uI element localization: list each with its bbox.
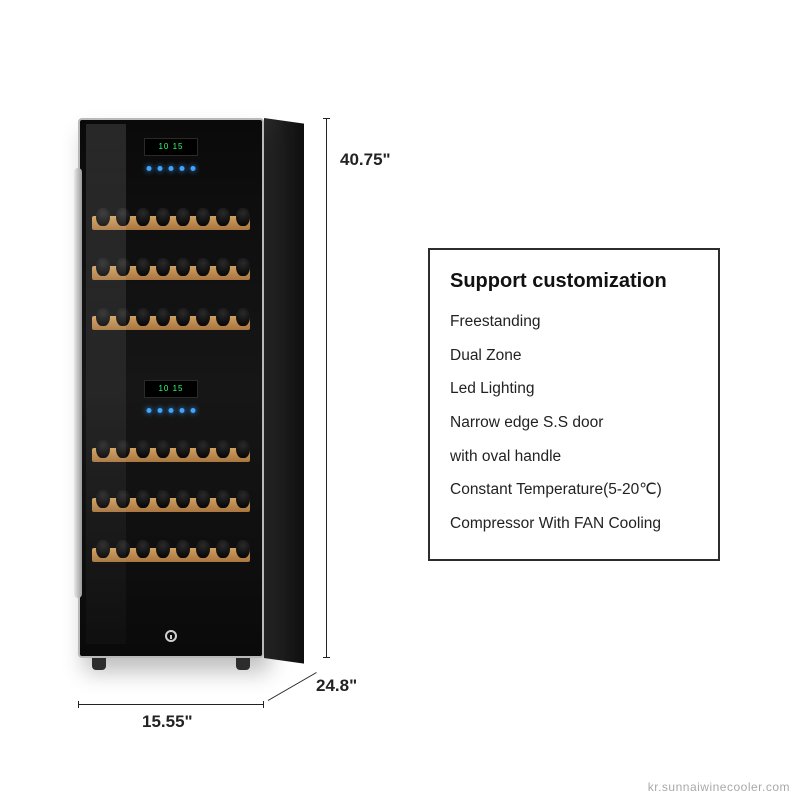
lock-icon bbox=[165, 630, 177, 642]
spec-item: Compressor With FAN Cooling bbox=[450, 513, 698, 535]
spec-box: Support customization Freestanding Dual … bbox=[428, 248, 720, 561]
cooler-side-panel bbox=[264, 118, 304, 664]
shelf bbox=[92, 266, 250, 280]
shelf bbox=[92, 548, 250, 562]
shelf bbox=[92, 216, 250, 230]
shelf bbox=[92, 498, 250, 512]
product-illustration: 10 15 10 15 bbox=[78, 118, 304, 678]
watermark: kr.sunnaiwinecooler.com bbox=[648, 780, 790, 794]
cooler-feet bbox=[88, 656, 254, 670]
spec-item: Led Lighting bbox=[450, 378, 698, 400]
dimension-line-width bbox=[78, 704, 264, 705]
temperature-display-lower: 10 15 bbox=[144, 380, 198, 398]
spec-title: Support customization bbox=[450, 270, 698, 293]
spec-item: with oval handle bbox=[450, 446, 698, 468]
door-handle bbox=[74, 168, 82, 598]
dimension-depth: 24.8" bbox=[316, 676, 357, 696]
dimension-width: 15.55" bbox=[142, 712, 193, 732]
dimension-height: 40.75" bbox=[340, 150, 391, 170]
shelf bbox=[92, 448, 250, 462]
led-strip-upper bbox=[147, 166, 196, 171]
product-infographic: 10 15 10 15 bbox=[0, 0, 800, 800]
shelf bbox=[92, 316, 250, 330]
spec-item: Dual Zone bbox=[450, 345, 698, 367]
temperature-display-upper: 10 15 bbox=[144, 138, 198, 156]
spec-item: Constant Temperature(5-20℃) bbox=[450, 479, 698, 501]
dimension-line-height bbox=[326, 118, 327, 658]
spec-item: Freestanding bbox=[450, 311, 698, 333]
wine-cooler: 10 15 10 15 bbox=[78, 118, 264, 658]
led-strip-lower bbox=[147, 408, 196, 413]
spec-item: Narrow edge S.S door bbox=[450, 412, 698, 434]
